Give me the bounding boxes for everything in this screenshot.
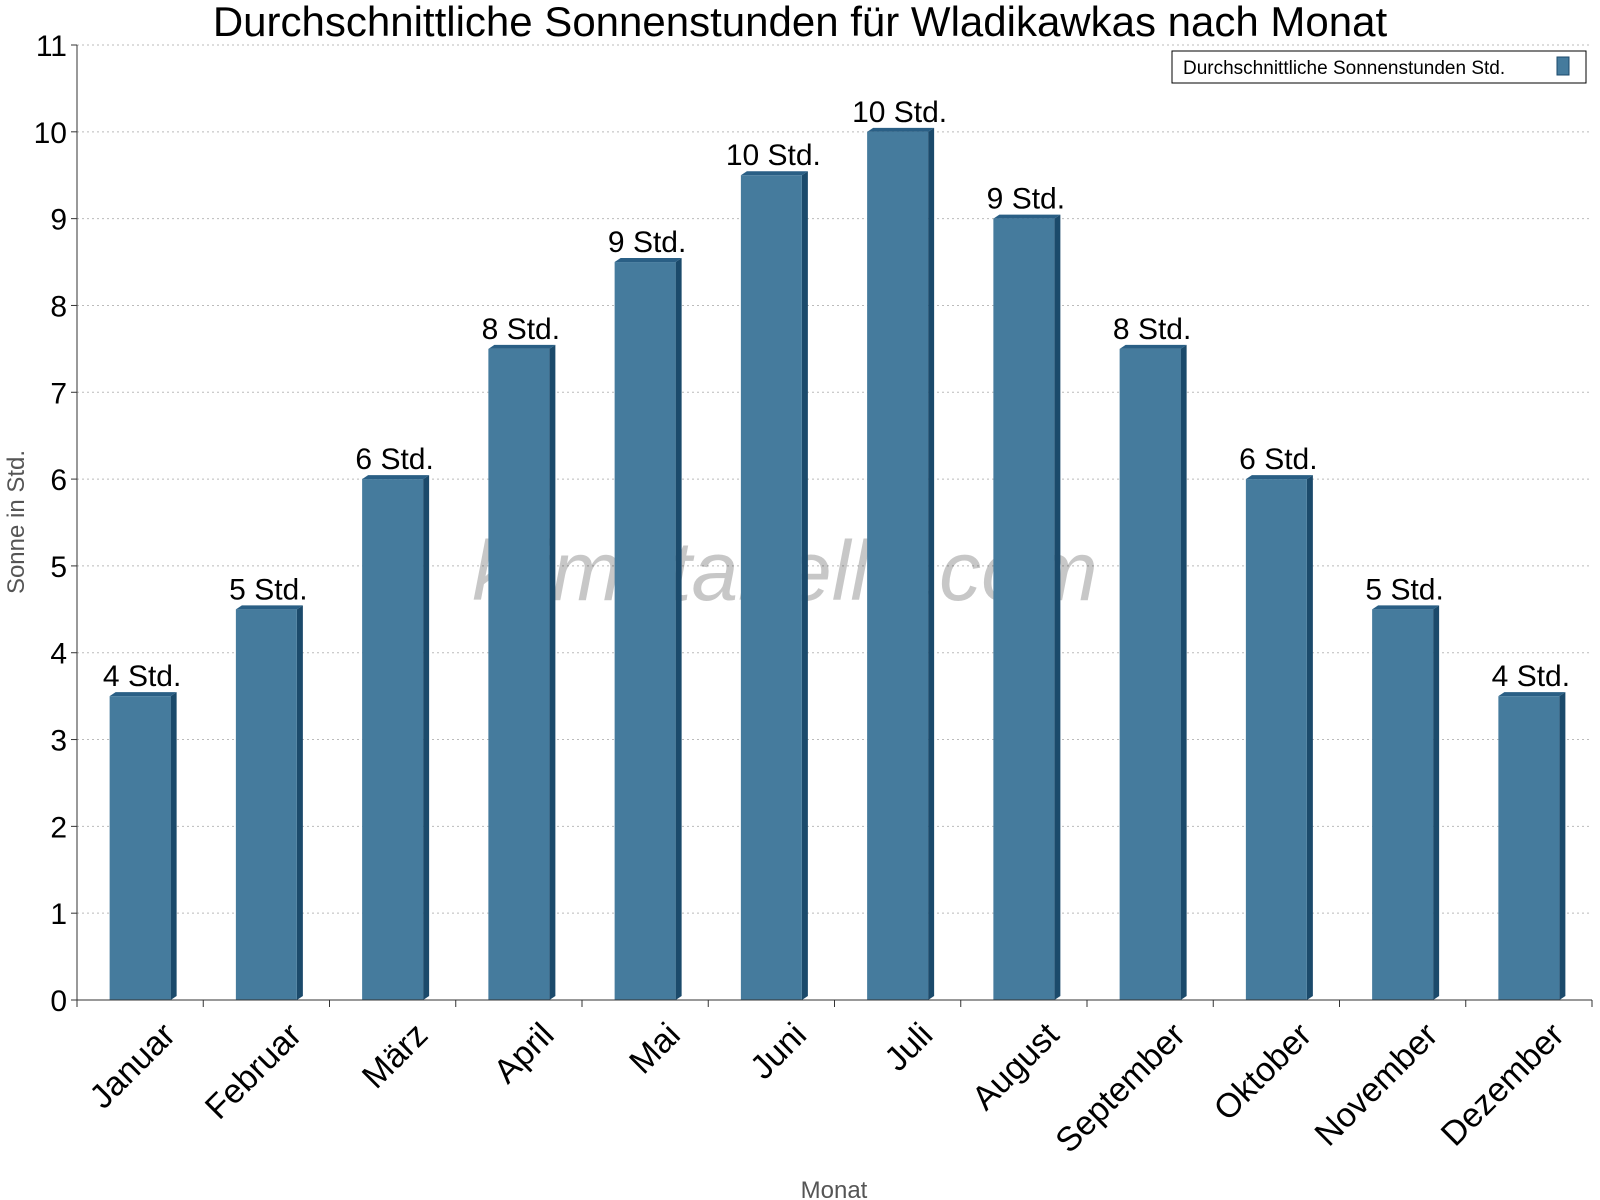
x-tick-label: Mai (622, 1016, 688, 1082)
bars (109, 127, 1566, 1001)
bar-side (928, 127, 935, 1001)
bar (109, 696, 171, 1000)
bar-side (1559, 692, 1566, 1000)
legend-swatch (1556, 56, 1570, 76)
bar-side (1054, 214, 1061, 1001)
x-tick-label: Dezember (1434, 1016, 1572, 1154)
bar-top (1245, 475, 1313, 480)
y-tick-label: 9 (50, 204, 67, 237)
legend: Durchschnittliche Sonnenstunden Std. (1171, 50, 1587, 84)
y-tick-label: 6 (50, 464, 67, 497)
bar-side (1180, 344, 1187, 1000)
x-tick-label: Oktober (1207, 1016, 1319, 1128)
data-label: 6 Std. (1239, 443, 1317, 476)
bar-side (801, 171, 808, 1000)
data-label: 8 Std. (482, 313, 560, 346)
x-tick-label: Januar (82, 1016, 182, 1116)
x-tick-label: August (965, 1015, 1067, 1117)
data-label: 9 Std. (987, 183, 1065, 216)
bar (867, 131, 929, 1000)
bar-top (362, 475, 430, 480)
bar-top (614, 258, 682, 263)
data-label: 5 Std. (229, 573, 307, 606)
bar-side (423, 475, 430, 1000)
y-tick-label: 8 (50, 290, 67, 323)
data-label: 6 Std. (355, 443, 433, 476)
y-axis-title: Sonne in Std. (3, 450, 30, 594)
x-tick-labels: Januar Februar März April Mai Juni Juli AugustS… (82, 1015, 1571, 1160)
bar-top (1498, 692, 1566, 697)
bar (235, 609, 297, 1000)
legend-label: Durchschnittliche Sonnenstunden Std. (1183, 58, 1505, 79)
bar-side (675, 258, 682, 1001)
x-axis-title: Monat (801, 1177, 868, 1200)
y-tick-label: 10 (34, 117, 67, 150)
bar-top (109, 692, 177, 697)
bar (1245, 479, 1307, 1000)
x-tick-label: Februar (198, 1016, 309, 1127)
x-tick-label: Juli (877, 1016, 940, 1079)
data-label: 5 Std. (1365, 573, 1443, 606)
y-tick-label: 3 (50, 725, 67, 758)
bar (362, 479, 424, 1000)
y-tick-label: 11 (36, 30, 67, 63)
bar (1498, 696, 1560, 1000)
x-tick-label: Juni (743, 1016, 814, 1087)
data-label: 4 Std. (1492, 660, 1570, 693)
y-tick-label: 5 (50, 551, 67, 584)
bar (993, 218, 1055, 1001)
data-label: 4 Std. (103, 660, 181, 693)
data-labels: 4 Std. 5 Std. 6 Std. 8 Std. 9 Std. 10 Std. 10 … (103, 96, 1570, 693)
data-label: 8 Std. (1113, 313, 1191, 346)
y-tick-label: 1 (50, 898, 67, 931)
bar (1372, 609, 1434, 1000)
bar (1119, 348, 1181, 1000)
bar (740, 175, 802, 1000)
bar-top (740, 171, 808, 176)
x-tick-label: März (355, 1016, 435, 1096)
bar-side (1306, 475, 1313, 1000)
bar-side (170, 692, 177, 1000)
bar (614, 262, 676, 1001)
x-tick-label: April (487, 1016, 562, 1091)
bar-top (1119, 344, 1187, 349)
x-tick-label: September (1048, 1016, 1192, 1160)
data-label: 10 Std. (852, 96, 947, 129)
grid-lines (77, 44, 1592, 914)
data-label: 9 Std. (608, 226, 686, 259)
chart-title: Durchschnittliche Sonnenstunden für Wlad… (213, 0, 1388, 45)
bar-side (296, 605, 303, 1000)
y-tick-label: 0 (50, 985, 67, 1018)
bar-top (488, 344, 556, 349)
bar-top (235, 605, 303, 610)
y-tick-label: 4 (50, 638, 67, 671)
bar-top (1372, 605, 1440, 610)
bar (488, 348, 550, 1000)
legend-box (1171, 50, 1587, 84)
bar-side (1433, 605, 1440, 1000)
bar-top (993, 214, 1061, 219)
y-tick-label: 7 (50, 377, 67, 410)
y-tick-label: 2 (50, 811, 67, 844)
axes (71, 44, 1593, 1007)
y-tick-labels: 0 1 2 3 4 5 6 7 8 9 10 11 (34, 30, 67, 1018)
data-label: 10 Std. (726, 139, 821, 172)
bar-side (549, 344, 556, 1000)
x-tick-label: November (1307, 1016, 1445, 1154)
bar-top (867, 127, 935, 132)
